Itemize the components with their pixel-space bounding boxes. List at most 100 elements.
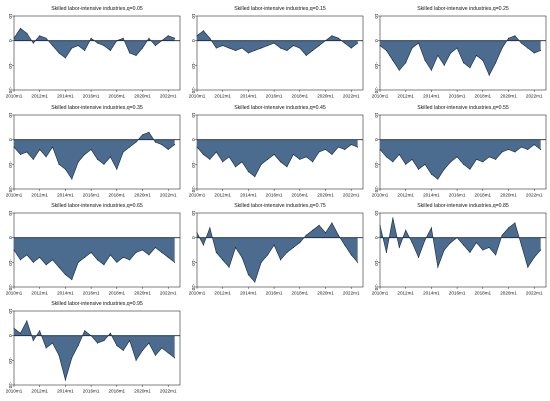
data-point — [167, 352, 169, 354]
data-point — [456, 156, 458, 158]
data-point — [488, 74, 490, 76]
data-point — [533, 144, 535, 146]
series-area — [380, 217, 541, 268]
x-tick-label: 2014m1 — [240, 193, 257, 198]
data-point — [540, 50, 542, 52]
data-point — [209, 158, 211, 160]
x-tick-label: 2022m1 — [526, 94, 543, 99]
y-tick-label: -10 — [8, 259, 13, 266]
data-point — [26, 254, 28, 256]
x-tick-label: 2018m1 — [292, 193, 309, 198]
data-point — [209, 37, 211, 39]
data-point — [122, 256, 124, 258]
data-point — [235, 50, 237, 52]
data-point — [19, 259, 21, 261]
y-tick-label: 10 — [191, 112, 196, 118]
data-point — [443, 168, 445, 170]
data-point — [482, 161, 484, 163]
y-tick-label: 0 — [191, 39, 196, 42]
data-point — [90, 149, 92, 151]
data-point — [482, 249, 484, 251]
data-point — [58, 163, 60, 165]
data-point — [19, 153, 21, 155]
data-point — [154, 354, 156, 356]
y-tick-label: -20 — [191, 284, 196, 291]
panel-frame — [379, 212, 547, 288]
data-point — [292, 45, 294, 47]
y-tick-label: -10 — [191, 161, 196, 168]
data-point — [77, 161, 79, 163]
data-point — [430, 173, 432, 175]
x-tick-label: 2010m1 — [6, 291, 23, 296]
data-point — [19, 27, 21, 29]
data-point — [39, 256, 41, 258]
data-point — [174, 37, 176, 39]
x-tick-label: 2012m1 — [214, 291, 231, 296]
data-point — [167, 149, 169, 151]
y-tick-label: -20 — [191, 87, 196, 94]
y-tick-label: 10 — [8, 13, 13, 19]
data-point — [71, 178, 73, 180]
data-point — [142, 134, 144, 136]
series-line — [13, 320, 175, 382]
panel-2: Skilled labor-intensive industries,q=0.1… — [189, 6, 364, 99]
series-line — [196, 30, 358, 56]
data-point — [71, 47, 73, 49]
data-point — [103, 163, 105, 165]
series-area — [14, 132, 175, 180]
data-point — [292, 153, 294, 155]
x-tick-label: 2014m1 — [423, 193, 440, 198]
panel-frame — [196, 15, 364, 91]
data-point — [273, 42, 275, 44]
data-point — [13, 327, 15, 329]
data-point — [161, 251, 163, 253]
data-point — [58, 52, 60, 54]
x-tick-label: 2022m1 — [526, 291, 543, 296]
x-tick-label: 2014m1 — [57, 94, 74, 99]
data-point — [52, 259, 54, 261]
data-point — [39, 330, 41, 332]
panel-frame — [13, 310, 181, 386]
data-point — [475, 54, 477, 56]
data-point — [299, 47, 301, 49]
data-point — [331, 153, 333, 155]
data-point — [161, 144, 163, 146]
data-point — [77, 345, 79, 347]
data-point — [52, 146, 54, 148]
data-point — [235, 247, 237, 249]
panel-title: Skilled labor-intensive industries,q=0.5… — [417, 105, 509, 111]
data-point — [154, 45, 156, 47]
data-point — [508, 149, 510, 151]
data-point — [424, 59, 426, 61]
data-point — [430, 69, 432, 71]
data-point — [103, 45, 105, 47]
data-point — [129, 259, 131, 261]
x-tick-label: 2010m1 — [189, 291, 206, 296]
data-point — [520, 244, 522, 246]
data-point — [241, 161, 243, 163]
data-point — [475, 158, 477, 160]
data-point — [501, 234, 503, 236]
x-tick-label: 2010m1 — [6, 193, 23, 198]
x-tick-label: 2022m1 — [526, 193, 543, 198]
data-point — [508, 37, 510, 39]
x-tick-label: 2018m1 — [475, 94, 492, 99]
data-point — [299, 242, 301, 244]
y-tick-label: -20 — [8, 186, 13, 193]
data-point — [312, 161, 314, 163]
y-tick-label: -20 — [8, 87, 13, 94]
data-point — [174, 357, 176, 359]
x-tick-label: 2020m1 — [317, 94, 334, 99]
data-point — [385, 156, 387, 158]
series-area — [380, 139, 541, 180]
data-point — [456, 47, 458, 49]
data-point — [148, 131, 150, 133]
series-line — [13, 131, 175, 180]
data-point — [64, 274, 66, 276]
data-point — [247, 274, 249, 276]
x-tick-label: 2020m1 — [134, 389, 151, 394]
x-tick-label: 2016m1 — [83, 389, 100, 394]
x-tick-label: 2018m1 — [475, 193, 492, 198]
y-tick-label: -10 — [8, 357, 13, 364]
